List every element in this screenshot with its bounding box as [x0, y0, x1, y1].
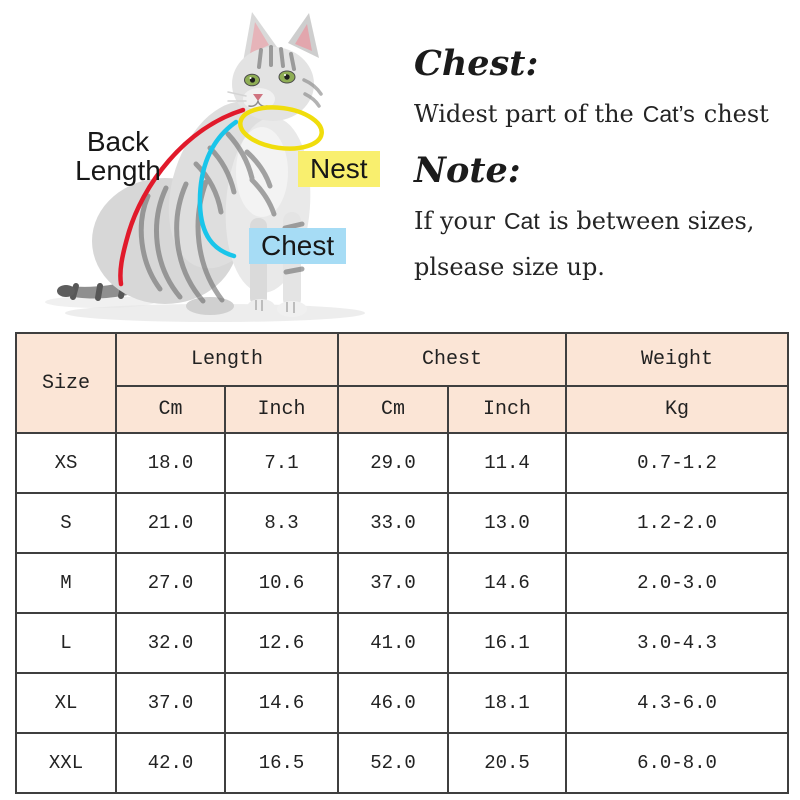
info-panel: Chest: Widest part of the Cat’s chest Note…: [414, 44, 794, 282]
chest-desc-subject: Cat’s: [642, 101, 695, 127]
col-header-length-inch: Inch: [223, 385, 340, 434]
col-header-kg: Kg: [565, 385, 790, 434]
cell-length-cm: 37.0: [115, 672, 226, 734]
cell-chest-cm: 52.0: [337, 732, 450, 794]
cell-weight-kg: 0.7-1.2: [565, 432, 790, 494]
cell-weight-kg: 2.0-3.0: [565, 552, 790, 614]
cell-chest-in: 16.1: [447, 612, 568, 674]
back-length-line: [118, 107, 246, 287]
cell-weight-kg: 4.3-6.0: [565, 672, 790, 734]
cell-length-in: 7.1: [223, 432, 340, 494]
col-header-chest: Chest: [337, 332, 568, 387]
cell-length-in: 16.5: [223, 732, 340, 794]
back-length-label: Back Length: [75, 126, 161, 186]
size-chart-table: Size Length Chest Weight Cm Inch Cm Inch…: [15, 332, 790, 794]
cell-length-cm: 27.0: [115, 552, 226, 614]
chest-desc-pre: Widest part of the: [414, 100, 634, 128]
table-row: M 27.0 10.6 37.0 14.6 2.0-3.0: [15, 552, 790, 614]
cell-weight-kg: 3.0-4.3: [565, 612, 790, 674]
cell-length-in: 14.6: [223, 672, 340, 734]
cell-chest-cm: 33.0: [337, 492, 450, 554]
cell-chest-in: 18.1: [447, 672, 568, 734]
cell-size: XL: [15, 672, 117, 734]
note-line-1: If your Cat is between sizes,: [414, 206, 794, 236]
col-header-weight: Weight: [565, 332, 790, 387]
note-line1-pre: If your: [414, 207, 495, 235]
cell-weight-kg: 1.2-2.0: [565, 492, 790, 554]
chest-line: [197, 119, 239, 259]
table-header: Size Length Chest Weight Cm Inch Cm Inch…: [15, 332, 790, 434]
table-row: XXL 42.0 16.5 52.0 20.5 6.0-8.0: [15, 732, 790, 794]
cell-length-in: 8.3: [223, 492, 340, 554]
cell-length-in: 12.6: [223, 612, 340, 674]
cell-size: S: [15, 492, 117, 554]
table-row: XS 18.0 7.1 29.0 11.4 0.7-1.2: [15, 432, 790, 494]
note-line1-subject: Cat: [503, 208, 540, 234]
cat-measurement-figure: Back Length Nest Chest: [0, 0, 400, 330]
cell-chest-cm: 29.0: [337, 432, 450, 494]
cat-nose: [253, 94, 263, 101]
col-header-chest-inch: Inch: [447, 385, 568, 434]
chest-heading: Chest:: [414, 43, 539, 84]
cell-chest-cm: 46.0: [337, 672, 450, 734]
table-header-row-2: Cm Inch Cm Inch Kg: [16, 385, 790, 434]
nest-ring: [238, 105, 324, 151]
table-header-row-1: Size Length Chest Weight: [15, 332, 790, 434]
cell-length-cm: 18.0: [115, 432, 226, 494]
cell-size: XS: [15, 432, 117, 494]
col-header-length: Length: [114, 332, 340, 387]
cell-chest-in: 14.6: [447, 552, 568, 614]
table-row: L 32.0 12.6 41.0 16.1 3.0-4.3: [15, 612, 790, 674]
cell-length-in: 10.6: [223, 552, 340, 614]
cell-weight-kg: 6.0-8.0: [565, 732, 790, 794]
cell-chest-in: 11.4: [447, 432, 568, 494]
cell-chest-cm: 41.0: [337, 612, 450, 674]
chest-description: Widest part of the Cat’s chest: [414, 99, 794, 129]
chest-desc-post: chest: [703, 100, 769, 128]
note-line1-post: is between sizes,: [548, 207, 755, 235]
nest-label: Nest: [298, 151, 380, 187]
cat-eyes: [244, 70, 296, 87]
cell-length-cm: 21.0: [115, 492, 226, 554]
cell-length-cm: 32.0: [115, 612, 226, 674]
cell-size: L: [15, 612, 117, 674]
cell-chest-cm: 37.0: [337, 552, 450, 614]
cell-size: M: [15, 552, 117, 614]
chest-label: Chest: [249, 228, 347, 264]
table-row: XL 37.0 14.6 46.0 18.1 4.3-6.0: [15, 672, 790, 734]
cell-chest-in: 20.5: [447, 732, 568, 794]
note-heading: Note:: [414, 150, 521, 191]
cat-body: [92, 101, 311, 317]
cell-size: XXL: [15, 732, 117, 794]
col-header-size: Size: [15, 332, 117, 434]
cell-chest-in: 13.0: [447, 492, 568, 554]
table-row: S 21.0 8.3 33.0 13.0 1.2-2.0: [15, 492, 790, 554]
col-header-chest-cm: Cm: [337, 385, 450, 434]
cell-length-cm: 42.0: [115, 732, 226, 794]
cat-head: [227, 12, 323, 121]
col-header-length-cm: Cm: [115, 385, 226, 434]
note-line-2: plsease size up.: [414, 253, 605, 281]
